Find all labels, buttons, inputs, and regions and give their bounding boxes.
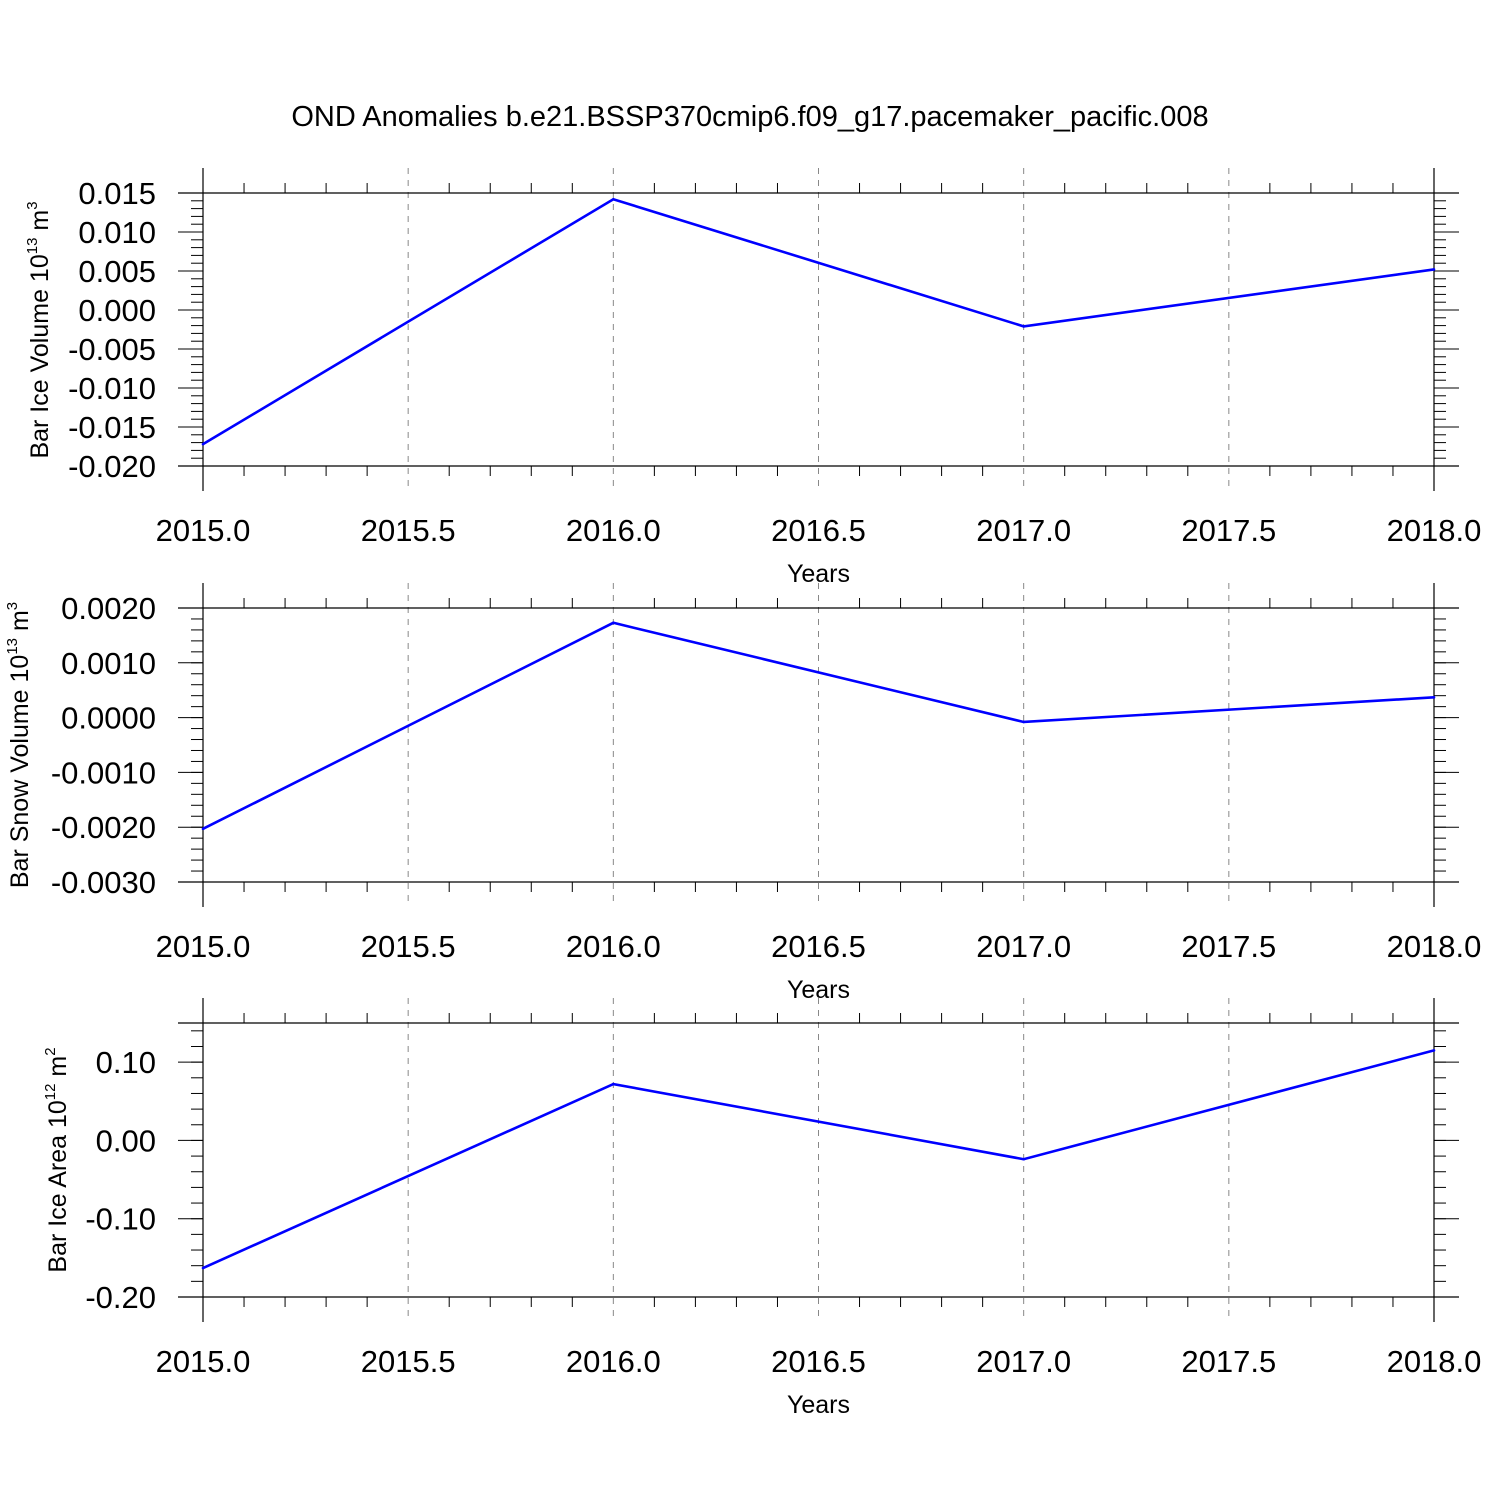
y-tick-label: -0.005 [68,332,156,367]
y-tick-label: 0.015 [78,176,156,211]
y-tick-label: -0.010 [68,371,156,406]
x-tick-label: 2018.0 [1387,1344,1482,1379]
x-tick-label: 2015.0 [156,929,251,964]
x-tick-label: 2016.5 [771,929,866,964]
x-tick-label: 2018.0 [1387,929,1482,964]
y-axis-label-text: Bar Snow Volume 10 [6,655,34,888]
y-axis-label-exponent: 12 [42,1084,59,1101]
y-tick-label: 0.10 [96,1045,156,1080]
y-tick-label: -0.20 [85,1280,156,1315]
chart-panel-2: 0.00200.00100.0000-0.0010-0.0020-0.00302… [4,583,1481,1004]
data-series-line [202,1049,1435,1270]
y-axis-label-unit-exponent: 3 [4,602,21,610]
x-tick-label: 2016.5 [771,513,866,548]
y-axis-label: Bar Snow Volume 1013 m3 [4,602,34,888]
x-tick-label: 2015.5 [361,1344,456,1379]
data-point [1022,325,1025,328]
x-tick-label: 2015.0 [156,1344,251,1379]
y-tick-label: 0.000 [78,293,156,328]
x-tick-label: 2017.0 [976,513,1071,548]
data-point [1432,1049,1436,1052]
data-point [612,621,615,625]
data-point [1432,268,1436,271]
x-tick-label: 2016.0 [566,513,661,548]
y-tick-label: -0.0020 [51,810,156,845]
y-axis-label-unit: m [6,610,34,638]
data-point [201,827,205,831]
x-tick-label: 2017.5 [1181,929,1276,964]
y-tick-label: -0.0010 [51,755,156,790]
x-tick-label: 2017.5 [1181,513,1276,548]
y-axis-label-exponent: 13 [24,238,41,255]
y-axis-label-unit-exponent: 2 [42,1047,59,1055]
x-tick-label: 2017.0 [976,929,1071,964]
y-tick-label: 0.00 [96,1123,156,1158]
y-axis-label-unit: m [26,210,54,238]
y-axis-label-text: Bar Ice Volume 10 [26,254,54,458]
data-point [201,442,205,446]
x-tick-label: 2015.5 [361,929,456,964]
data-point [1022,720,1025,724]
y-axis-label-text: Bar Ice Area 10 [44,1100,72,1272]
y-tick-label: 0.010 [78,215,156,250]
data-point [612,197,615,201]
data-point [1022,1157,1025,1161]
data-point [612,1082,615,1086]
y-axis-label: Bar Ice Volume 1013 m3 [24,201,54,458]
y-tick-label: 0.0020 [61,591,156,626]
y-axis-label: Bar Ice Area 1012 m2 [42,1047,72,1272]
y-tick-label: -0.020 [68,449,156,484]
x-axis-label: Years [787,1391,850,1419]
chart-title: OND Anomalies b.e21.BSSP370cmip6.f09_g17… [291,101,1209,133]
data-series-line [202,621,1435,831]
x-tick-label: 2016.0 [566,929,661,964]
y-axis-label-exponent: 13 [4,638,21,655]
x-tick-label: 2017.5 [1181,1344,1276,1379]
y-tick-label: 0.0010 [61,646,156,681]
y-tick-label: 0.005 [78,254,156,289]
x-tick-label: 2017.0 [976,1344,1071,1379]
data-point [201,1266,205,1270]
y-axis-label-unit-exponent: 3 [24,201,41,209]
x-tick-label: 2016.0 [566,1344,661,1379]
y-tick-label: -0.10 [85,1202,156,1237]
x-tick-label: 2015.5 [361,513,456,548]
x-tick-label: 2016.5 [771,1344,866,1379]
x-tick-label: 2018.0 [1387,513,1482,548]
y-axis-label-unit: m [44,1056,72,1084]
y-tick-label: -0.015 [68,410,156,445]
data-series-line [202,197,1435,446]
data-point [1432,696,1436,699]
y-tick-label: -0.0030 [51,865,156,900]
x-tick-label: 2015.0 [156,513,251,548]
chart-panel-1: 0.015 0.010 0.005 0.000 -0.005 -0.010 -0.015 -0… [24,168,1481,588]
y-tick-label: 0.0000 [61,701,156,736]
